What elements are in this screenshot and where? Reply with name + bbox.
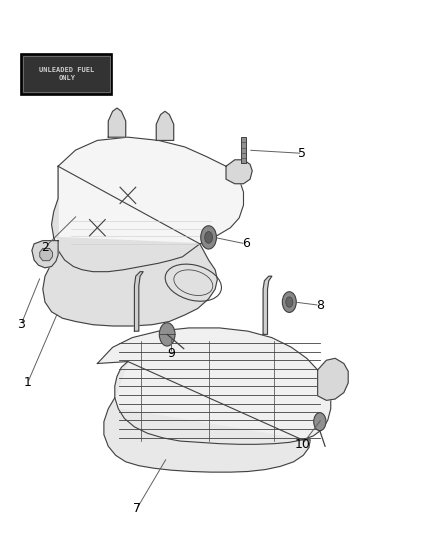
Circle shape <box>282 292 296 312</box>
Text: 2: 2 <box>41 240 49 254</box>
Text: 1: 1 <box>24 376 32 390</box>
Circle shape <box>159 323 175 346</box>
Polygon shape <box>40 248 52 261</box>
Polygon shape <box>317 358 347 400</box>
Circle shape <box>285 297 292 307</box>
Bar <box>23 56 110 92</box>
Circle shape <box>200 226 216 249</box>
Text: 6: 6 <box>241 237 249 251</box>
Polygon shape <box>156 111 173 140</box>
Bar <box>240 137 246 163</box>
Text: 9: 9 <box>167 348 175 360</box>
Text: 8: 8 <box>315 299 323 312</box>
Text: UNLEADED FUEL
ONLY: UNLEADED FUEL ONLY <box>39 67 94 81</box>
Circle shape <box>204 231 212 243</box>
Bar <box>21 54 112 94</box>
Polygon shape <box>262 276 271 334</box>
Text: 3: 3 <box>17 318 25 331</box>
Text: 7: 7 <box>132 503 140 515</box>
Polygon shape <box>97 328 330 445</box>
Polygon shape <box>43 166 217 326</box>
Polygon shape <box>134 272 143 331</box>
Polygon shape <box>32 240 58 268</box>
Polygon shape <box>108 108 125 137</box>
Text: 10: 10 <box>294 438 310 451</box>
Polygon shape <box>226 160 252 184</box>
Polygon shape <box>51 137 243 272</box>
Circle shape <box>313 413 325 431</box>
Text: 5: 5 <box>298 147 306 160</box>
Polygon shape <box>104 361 310 472</box>
Text: 4: 4 <box>65 63 73 76</box>
